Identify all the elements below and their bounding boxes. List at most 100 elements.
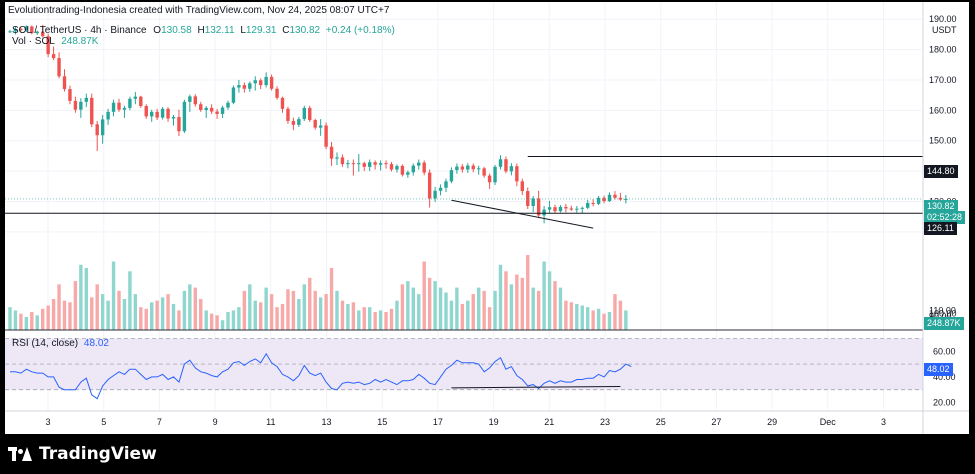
candle-body bbox=[62, 76, 67, 90]
volume-bar bbox=[68, 302, 72, 330]
candle-body bbox=[57, 58, 61, 77]
tradingview-brand[interactable]: TradingView bbox=[8, 442, 157, 466]
x-tick-label: 27 bbox=[711, 417, 721, 427]
candle-body bbox=[269, 76, 274, 89]
currency-label[interactable]: USDT bbox=[932, 25, 957, 35]
candle-body bbox=[368, 162, 372, 167]
volume-bar bbox=[95, 284, 99, 330]
volume-bar bbox=[259, 302, 263, 330]
candle-body bbox=[384, 163, 388, 165]
candle-body bbox=[302, 107, 306, 120]
volume-bar bbox=[498, 264, 503, 330]
candle-body bbox=[493, 166, 497, 183]
volume-bar bbox=[553, 281, 557, 330]
volume-bar bbox=[19, 313, 23, 330]
candle-body bbox=[318, 125, 323, 128]
x-tick-label: 23 bbox=[600, 417, 610, 427]
candle-body bbox=[111, 102, 116, 112]
brand-name: TradingView bbox=[39, 444, 157, 464]
volume-legend-label[interactable]: Vol · SOL bbox=[12, 36, 55, 47]
candle-body bbox=[531, 198, 535, 206]
candle-body bbox=[79, 101, 83, 110]
candle-body bbox=[177, 116, 181, 132]
candle-body bbox=[117, 102, 121, 110]
candle-body bbox=[90, 97, 94, 125]
volume-bar bbox=[493, 290, 497, 330]
volume-bar bbox=[586, 307, 590, 330]
candle-body bbox=[624, 198, 628, 200]
x-tick-label: 17 bbox=[433, 417, 443, 427]
volume-bar bbox=[155, 300, 159, 330]
volume-bar bbox=[226, 312, 230, 330]
volume-bar bbox=[526, 255, 530, 330]
volume-bar bbox=[160, 297, 165, 330]
candle-body bbox=[433, 190, 437, 199]
candle-body bbox=[477, 168, 481, 170]
candle-body bbox=[515, 166, 519, 182]
chart-canvas[interactable]: 120.00130.00140.00150.00160.00170.00180.… bbox=[5, 2, 969, 434]
rsi-series bbox=[10, 352, 632, 400]
volume-bar bbox=[449, 300, 454, 330]
ohlc-change: +0.24 (+0.18%) bbox=[325, 25, 395, 36]
candle-body bbox=[259, 80, 263, 86]
candle-body bbox=[182, 101, 187, 132]
candle-body bbox=[482, 168, 486, 176]
symbol-name[interactable]: SOL / TetherUS · 4h · Binance bbox=[12, 25, 147, 36]
volume-bar bbox=[275, 307, 279, 330]
volume-bar bbox=[427, 277, 432, 330]
candle-body bbox=[558, 206, 563, 212]
candle-body bbox=[144, 106, 148, 117]
candle-body bbox=[139, 96, 143, 107]
x-tick-label: Dec bbox=[820, 417, 837, 427]
volume-bar bbox=[531, 287, 535, 330]
volume-bar bbox=[8, 307, 12, 330]
volume-bar bbox=[150, 302, 154, 330]
volume-bar bbox=[433, 281, 437, 330]
rsi-line bbox=[10, 352, 632, 400]
candle-body bbox=[455, 166, 459, 171]
volume-bar bbox=[346, 303, 350, 330]
candle-body bbox=[275, 88, 279, 98]
volume-bar bbox=[106, 300, 110, 330]
candle-body bbox=[150, 111, 154, 117]
candle-body bbox=[215, 111, 219, 114]
x-tick-label: 9 bbox=[213, 417, 218, 427]
volume-bar bbox=[144, 308, 148, 330]
candle-body bbox=[133, 96, 138, 99]
candle-body bbox=[411, 165, 415, 173]
candle-body bbox=[547, 207, 552, 210]
x-tick-label: 21 bbox=[544, 417, 554, 427]
candle-body bbox=[607, 194, 612, 202]
candle-body bbox=[166, 108, 170, 119]
candle-body bbox=[30, 26, 34, 34]
volume-bar bbox=[199, 299, 203, 330]
volume-bar bbox=[357, 310, 361, 330]
candle-body bbox=[8, 31, 12, 33]
volume-bar bbox=[237, 307, 241, 330]
volume-bar bbox=[318, 297, 323, 330]
candle-body bbox=[378, 163, 383, 165]
candle-body bbox=[193, 96, 197, 105]
candle-body bbox=[226, 102, 230, 108]
volume-bar bbox=[580, 305, 584, 330]
candle-body bbox=[542, 209, 546, 216]
ohlc-close-label: C bbox=[282, 25, 290, 36]
volume-bar bbox=[351, 302, 356, 330]
candle-body bbox=[68, 89, 72, 101]
volume-bar bbox=[90, 297, 94, 330]
candle-body bbox=[580, 207, 584, 209]
candle-body bbox=[460, 166, 465, 170]
volume-bar bbox=[624, 310, 628, 330]
volume-bar bbox=[62, 300, 67, 330]
x-tick-label: 5 bbox=[101, 417, 106, 427]
candle-body bbox=[128, 98, 132, 108]
candle-body bbox=[498, 159, 503, 167]
volume-bar bbox=[302, 284, 306, 330]
volume-bar bbox=[607, 312, 612, 330]
rsi-legend-label[interactable]: RSI (14, close) bbox=[12, 338, 79, 349]
volume-bar bbox=[482, 290, 486, 330]
candle-body bbox=[536, 198, 541, 216]
candle-body bbox=[308, 107, 312, 121]
rsi-legend-value: 48.02 bbox=[83, 338, 109, 349]
candle-body bbox=[422, 162, 426, 173]
